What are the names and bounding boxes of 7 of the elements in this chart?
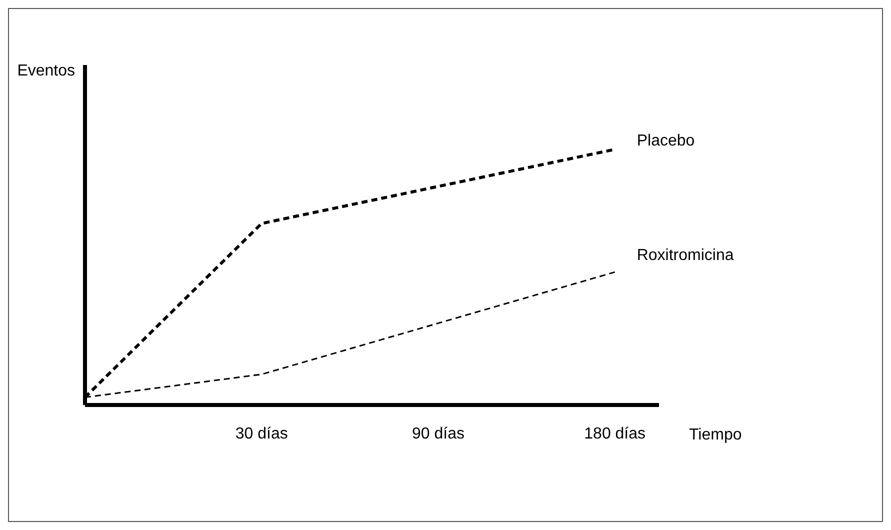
x-tick-label: 30 días [235, 425, 288, 442]
x-axis-title: Tiempo [689, 426, 742, 444]
series-label: Roxitromicina [636, 247, 734, 264]
x-tick-label: 90 días [412, 425, 464, 442]
series-label: Placebo [636, 132, 695, 150]
x-tick-label: 180 días [584, 425, 646, 442]
y-axis-title: Eventos [17, 62, 75, 80]
